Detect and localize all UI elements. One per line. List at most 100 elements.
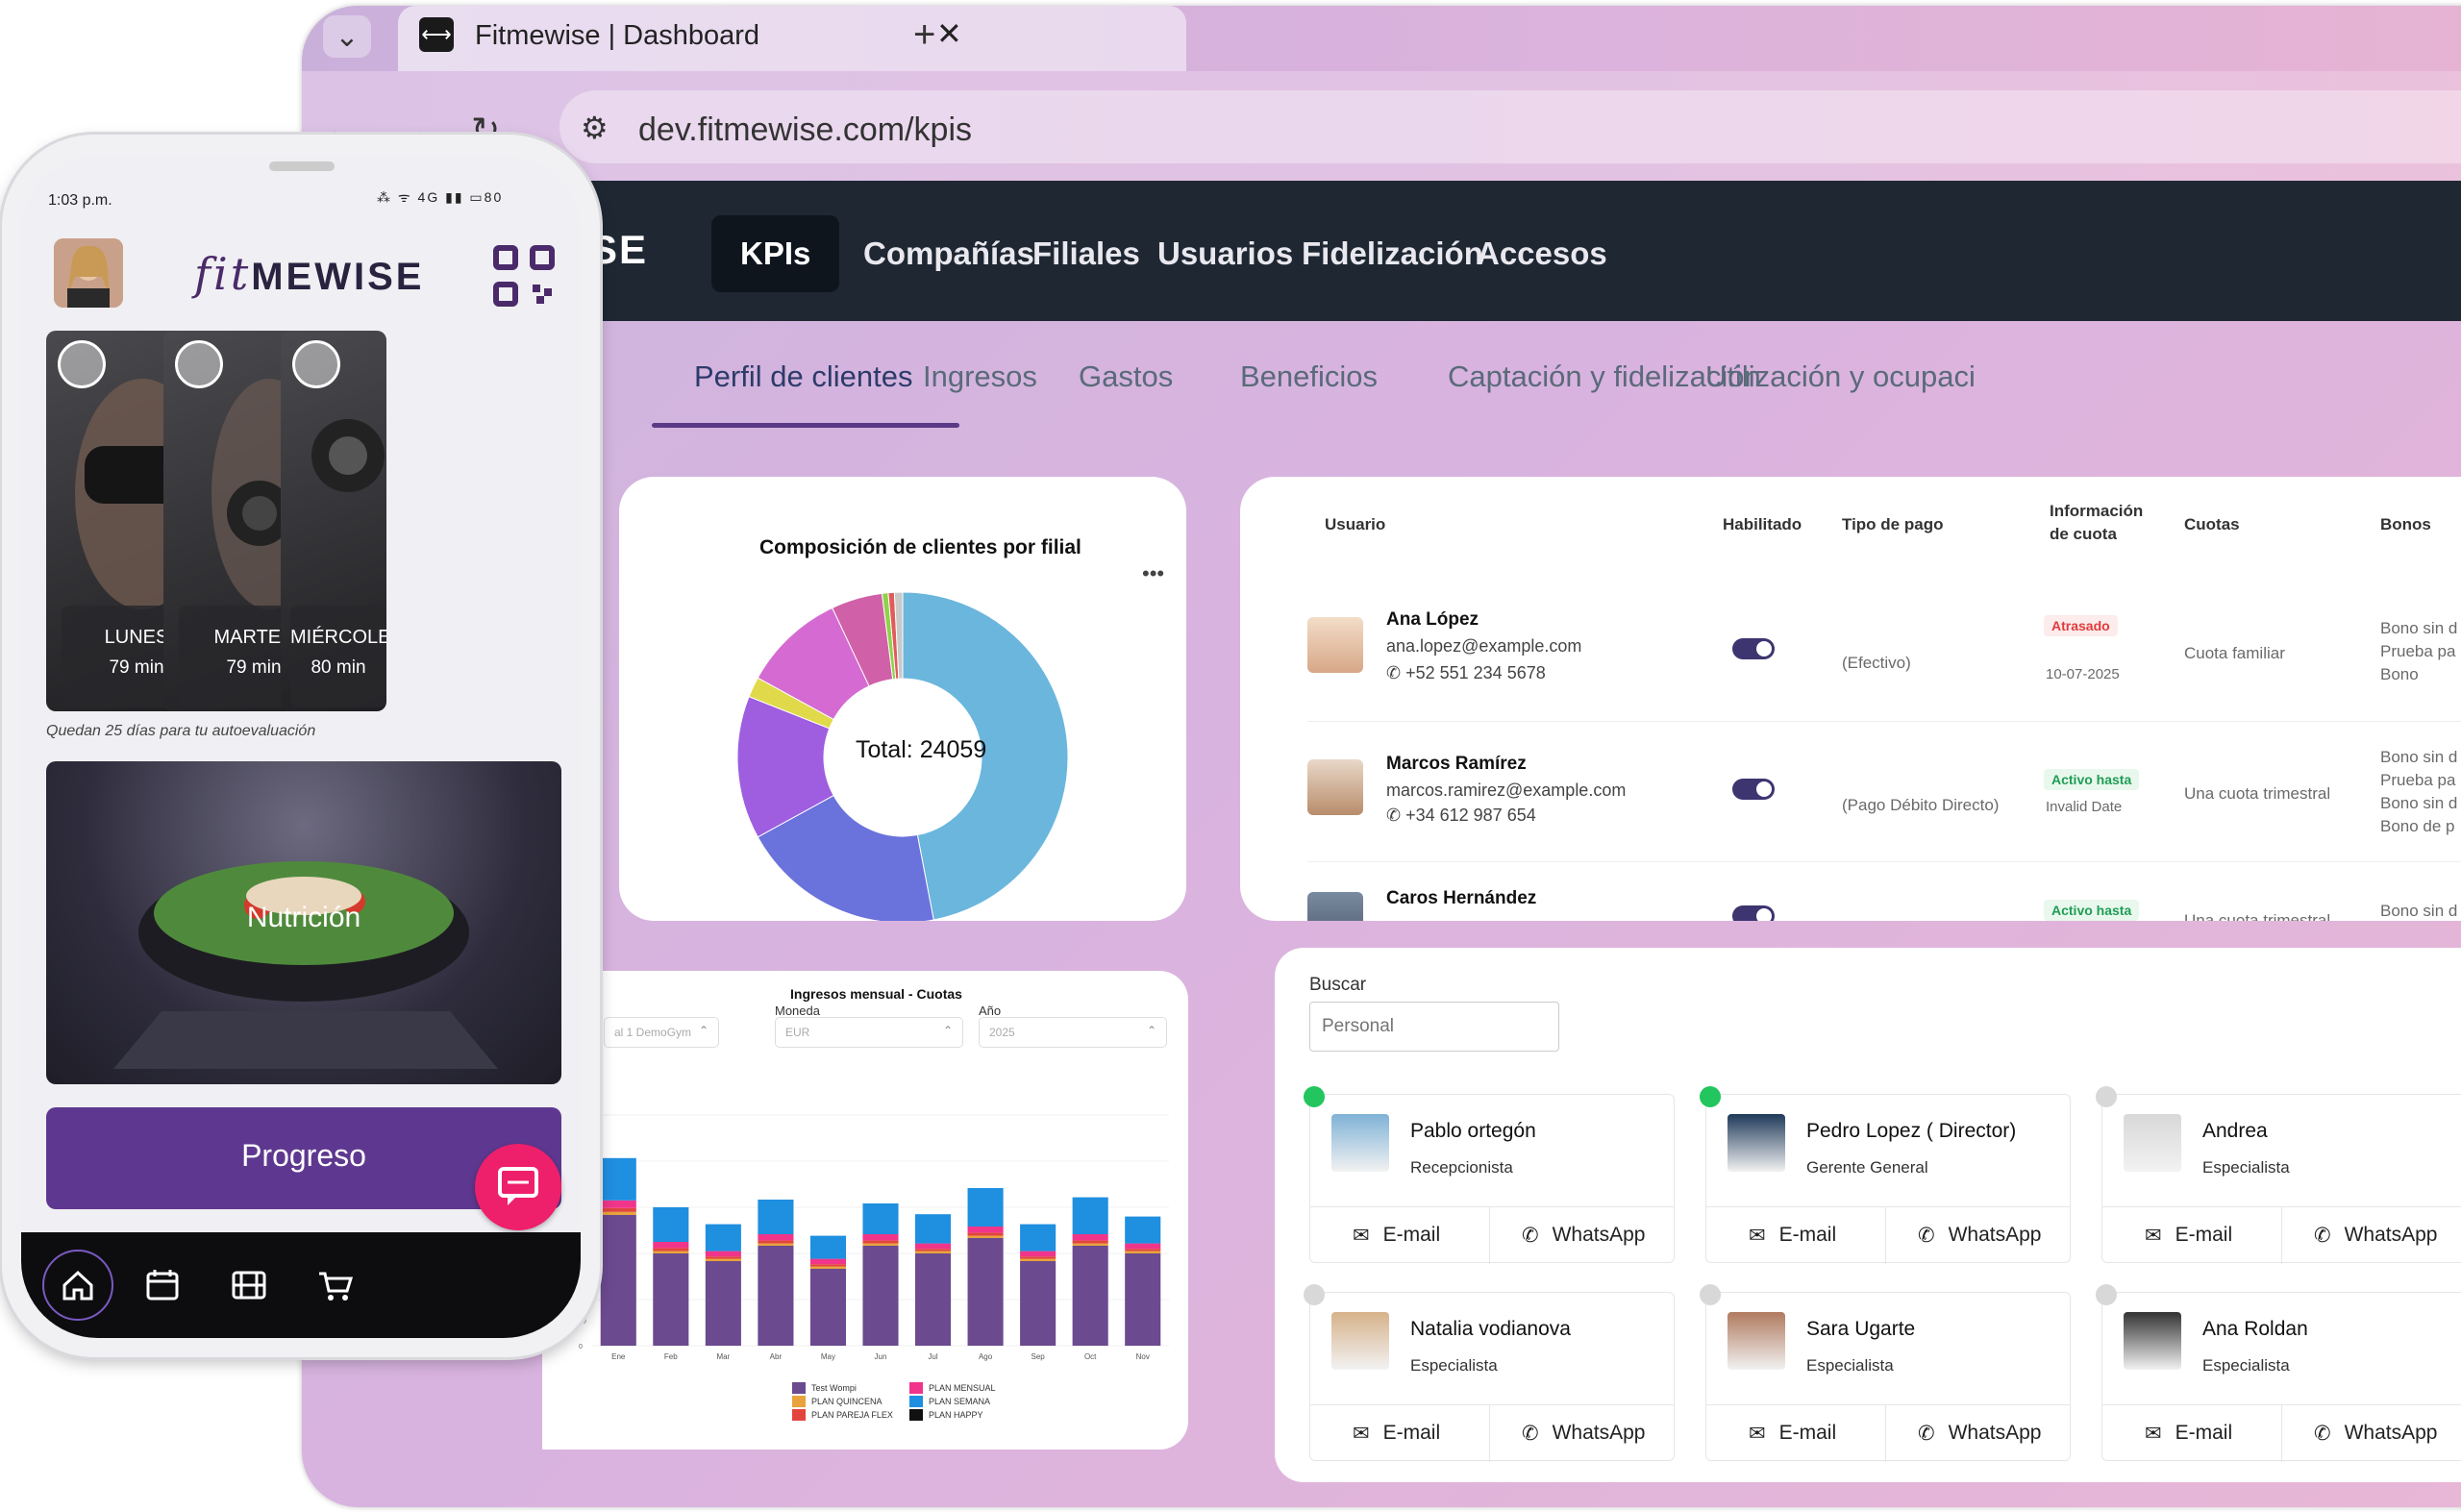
whatsapp-button[interactable]: ✆ WhatsApp (1522, 1404, 1646, 1462)
tab-perfil-clientes[interactable]: Perfil de clientes (694, 359, 913, 393)
url-field[interactable] (559, 90, 2461, 163)
bar-segment[interactable] (1020, 1224, 1056, 1252)
email-button[interactable]: ✉ E-mail (1353, 1206, 1440, 1264)
donut-slice[interactable] (893, 591, 904, 680)
bar-segment[interactable] (600, 1157, 636, 1201)
bar-segment[interactable] (967, 1232, 1004, 1236)
donut-slice[interactable] (902, 591, 1069, 921)
bar-segment[interactable] (1020, 1258, 1056, 1261)
whatsapp-button[interactable]: ✆ WhatsApp (1522, 1206, 1646, 1264)
staff-member-card[interactable]: Andrea Especialista ✉ E-mail ✆ WhatsApp (2101, 1094, 2461, 1264)
bar-segment[interactable] (758, 1243, 794, 1246)
workout-check[interactable] (58, 340, 106, 388)
bar-segment[interactable] (915, 1249, 952, 1252)
home-icon[interactable] (42, 1250, 113, 1321)
workout-check[interactable] (175, 340, 223, 388)
tab-utilizacion[interactable]: Utilización y ocupaci (1705, 359, 1976, 393)
bar-segment[interactable] (653, 1207, 689, 1242)
bar-segment[interactable] (1125, 1251, 1161, 1253)
bar-segment[interactable] (809, 1258, 846, 1265)
bar-segment[interactable] (705, 1224, 741, 1252)
whatsapp-button[interactable]: ✆ WhatsApp (1918, 1206, 2042, 1264)
workout-card-miercoles[interactable]: MIÉRCOLES80 min (281, 331, 386, 711)
url-text[interactable]: dev.fitmewise.com/kpis (638, 112, 973, 148)
bar-segment[interactable] (1020, 1251, 1056, 1257)
chart-menu-icon[interactable]: ••• (1142, 561, 1165, 585)
bar-segment[interactable] (1072, 1197, 1108, 1234)
whatsapp-button[interactable]: ✆ WhatsApp (2314, 1404, 2438, 1462)
tab-close-icon[interactable]: ✕ (936, 16, 962, 51)
bar-segment[interactable] (915, 1251, 952, 1253)
staff-member-card[interactable]: Natalia vodianova Especialista ✉ E-mail ✆… (1309, 1292, 1675, 1462)
bar-segment[interactable] (915, 1253, 952, 1346)
email-button[interactable]: ✉ E-mail (2145, 1206, 2232, 1264)
bar-segment[interactable] (705, 1258, 741, 1261)
bar-segment[interactable] (600, 1207, 636, 1212)
bar-segment[interactable] (1125, 1249, 1161, 1252)
bar-segment[interactable] (967, 1227, 1004, 1233)
bar-segment[interactable] (967, 1188, 1004, 1227)
bar-segment[interactable] (758, 1234, 794, 1241)
legend-item[interactable]: PLAN SEMANA (909, 1396, 990, 1407)
nav-companias[interactable]: Compañías (863, 235, 1034, 271)
email-button[interactable]: ✉ E-mail (1749, 1206, 1836, 1264)
nav-accesos[interactable]: Accesos (1477, 235, 1607, 271)
tab-captacion[interactable]: Captación y fidelización (1448, 359, 1761, 393)
bar-segment[interactable] (653, 1251, 689, 1253)
branch-select[interactable]: al 1 DemoGym (604, 1017, 719, 1048)
bar-segment[interactable] (1125, 1243, 1161, 1250)
bar-segment[interactable] (862, 1203, 899, 1234)
bar-segment[interactable] (705, 1261, 741, 1346)
bar-segment[interactable] (653, 1248, 689, 1252)
bar-segment[interactable] (862, 1240, 899, 1244)
legend-item[interactable]: PLAN HAPPY (909, 1409, 983, 1421)
currency-select[interactable]: EUR (775, 1017, 963, 1048)
bar-segment[interactable] (758, 1240, 794, 1244)
enabled-toggle[interactable] (1732, 779, 1775, 800)
bar-segment[interactable] (809, 1266, 846, 1269)
profile-avatar[interactable] (54, 238, 123, 308)
tab-gastos[interactable]: Gastos (1079, 359, 1174, 393)
bar-segment[interactable] (600, 1215, 636, 1346)
bar-segment[interactable] (600, 1200, 636, 1208)
legend-item[interactable]: PLAN MENSUAL (909, 1382, 996, 1394)
nav-usuarios[interactable]: Usuarios (1157, 235, 1294, 271)
year-select[interactable]: 2025 (979, 1017, 1167, 1048)
qr-code-icon[interactable] (492, 244, 556, 308)
cart-icon[interactable] (300, 1250, 371, 1321)
email-button[interactable]: ✉ E-mail (1353, 1404, 1440, 1462)
whatsapp-button[interactable]: ✆ WhatsApp (2314, 1206, 2438, 1264)
workout-check[interactable] (292, 340, 340, 388)
nav-kpis[interactable]: KPIs (711, 215, 840, 292)
bar-segment[interactable] (862, 1234, 899, 1241)
bar-segment[interactable] (705, 1251, 741, 1257)
nav-filiales[interactable]: Filiales (1032, 235, 1140, 271)
bar-segment[interactable] (1072, 1243, 1108, 1246)
whatsapp-button[interactable]: ✆ WhatsApp (1918, 1404, 2042, 1462)
calendar-icon[interactable] (127, 1250, 198, 1321)
bar-segment[interactable] (653, 1253, 689, 1346)
bar-segment[interactable] (967, 1235, 1004, 1238)
email-button[interactable]: ✉ E-mail (2145, 1404, 2232, 1462)
enabled-toggle[interactable] (1732, 905, 1775, 921)
bar-segment[interactable] (862, 1246, 899, 1346)
tab-list-chevron-icon[interactable]: ⌄ (323, 15, 371, 58)
staff-member-card[interactable]: Pedro Lopez ( Director) Gerente General … (1705, 1094, 2071, 1264)
tab-beneficios[interactable]: Beneficios (1240, 359, 1379, 393)
email-button[interactable]: ✉ E-mail (1749, 1404, 1836, 1462)
staff-search-input[interactable] (1309, 1002, 1559, 1052)
site-settings-icon[interactable]: ⚙ (581, 111, 609, 145)
bar-segment[interactable] (1020, 1261, 1056, 1346)
nutrition-card[interactable]: Nutrición (46, 761, 561, 1084)
staff-member-card[interactable]: Ana Roldan Especialista ✉ E-mail ✆ WhatsAp… (2101, 1292, 2461, 1462)
nav-fidelizacion[interactable]: Fidelización (1302, 235, 1483, 271)
bar-segment[interactable] (600, 1211, 636, 1215)
bar-segment[interactable] (1125, 1216, 1161, 1244)
donut-slice[interactable] (757, 794, 934, 921)
browser-tab[interactable]: ⟷ Fitmewise | Dashboard ✕ (398, 6, 1186, 71)
enabled-toggle[interactable] (1732, 638, 1775, 659)
bar-segment[interactable] (809, 1235, 846, 1259)
bar-segment[interactable] (758, 1200, 794, 1234)
bar-segment[interactable] (705, 1256, 741, 1259)
bar-segment[interactable] (1072, 1246, 1108, 1346)
